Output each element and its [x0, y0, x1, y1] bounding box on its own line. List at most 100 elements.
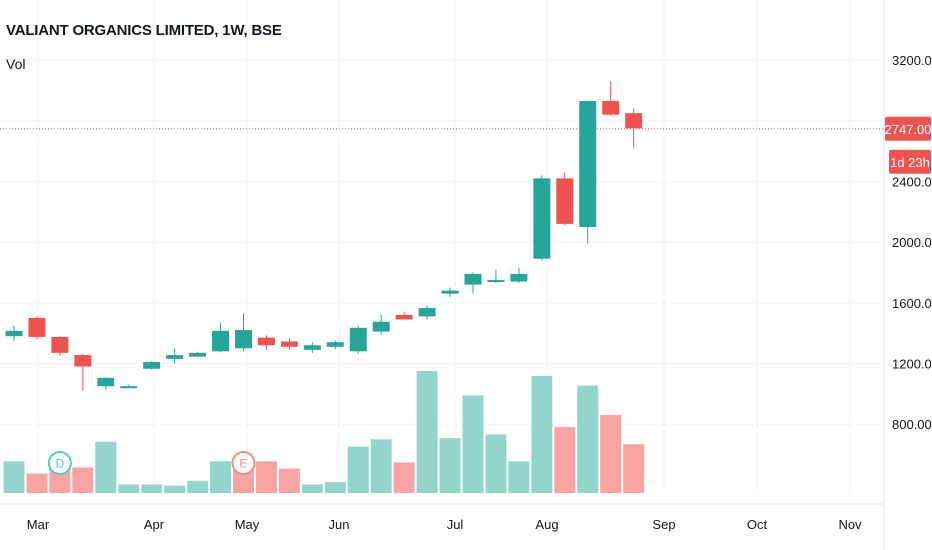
y-tick-label: 800.00 — [892, 417, 932, 432]
volume-bar — [600, 414, 622, 493]
candle — [120, 384, 138, 389]
volume-bar — [577, 385, 599, 493]
earnings-marker: E — [231, 451, 256, 475]
candle-body — [5, 330, 23, 337]
candle-body — [235, 330, 252, 349]
x-tick-label: Mar — [27, 517, 50, 532]
volume-bar — [347, 446, 369, 493]
x-tick-label: Nov — [838, 517, 862, 532]
candle — [441, 287, 459, 297]
x-axis: Mar Apr May Jun Jul Aug Sep Oct Nov — [0, 503, 884, 532]
candle-body — [395, 314, 413, 320]
candle-body — [28, 317, 46, 337]
candle — [625, 108, 643, 149]
marker-label: E — [239, 457, 247, 471]
x-tick-label: Aug — [535, 517, 558, 532]
candle-body — [257, 337, 275, 346]
candle-body — [349, 327, 367, 352]
candle — [303, 342, 321, 353]
candle — [395, 311, 413, 320]
candle-body — [372, 321, 390, 332]
y-tick-label: 3200.00 — [892, 53, 932, 68]
volume-bar — [72, 467, 94, 493]
volume-bar — [531, 375, 553, 493]
candle — [579, 101, 597, 244]
y-tick-label: 2000.00 — [892, 235, 932, 250]
candle-body — [212, 330, 230, 352]
y-axis: 800.00 1200.00 1600.00 2000.00 2400.00 3200.0… — [883, 0, 932, 550]
y-tick-label: 1200.00 — [892, 356, 932, 371]
candle-body — [510, 273, 528, 282]
volume-bar — [324, 482, 346, 493]
candle — [5, 325, 23, 341]
volume-bar — [26, 473, 48, 493]
y-tick-label: 2400.00 — [892, 174, 932, 189]
volume-bar — [393, 462, 415, 493]
candle — [74, 354, 92, 391]
candle — [418, 305, 436, 320]
marker-label: D — [56, 457, 65, 471]
candle — [97, 377, 115, 390]
candle — [510, 267, 528, 284]
candle-body — [556, 178, 574, 224]
volume-bar — [462, 395, 484, 493]
candle — [556, 172, 574, 226]
x-tick-label: May — [235, 517, 260, 532]
candle-body — [189, 352, 207, 357]
x-tick-label: Apr — [144, 517, 165, 532]
candle — [533, 175, 551, 261]
grid — [0, 0, 884, 493]
volume-bar — [118, 484, 140, 493]
candle — [28, 316, 46, 340]
volume-bar — [508, 461, 530, 493]
candle-body — [143, 361, 161, 369]
candle-series — [5, 81, 643, 391]
candle — [235, 313, 252, 352]
countdown-tag — [889, 149, 931, 174]
candle — [349, 325, 367, 354]
volume-bar — [141, 484, 163, 493]
volume-bar — [210, 461, 232, 493]
volume-series — [3, 371, 645, 493]
candle — [280, 337, 298, 350]
volume-bar — [416, 371, 438, 493]
marker-circle — [47, 451, 72, 475]
price-tag — [885, 116, 931, 141]
volume-bar — [301, 484, 323, 493]
candle — [212, 322, 230, 353]
volume-bar — [49, 468, 71, 493]
candle — [602, 81, 620, 117]
x-tick-label: Jul — [447, 517, 464, 532]
volume-bar — [95, 441, 117, 493]
candle-body — [74, 355, 92, 367]
countdown-value: 1d 23h — [890, 155, 930, 170]
candle-body — [441, 290, 459, 294]
volume-bar — [370, 439, 392, 493]
candle-body — [280, 341, 298, 347]
candle-body — [464, 273, 482, 285]
candle — [464, 272, 482, 294]
candle-body — [487, 280, 505, 283]
candle-body — [533, 178, 551, 259]
candle — [372, 314, 390, 335]
candle — [189, 352, 207, 358]
candle — [143, 361, 161, 370]
candle — [326, 340, 344, 350]
volume-bar — [485, 434, 507, 493]
x-tick-label: Oct — [747, 517, 768, 532]
candle-body — [166, 355, 184, 359]
candle-body — [120, 386, 138, 389]
candle-body — [579, 101, 597, 227]
candle-body — [602, 101, 620, 115]
candle-body — [326, 342, 344, 347]
candle-body — [625, 113, 643, 129]
marker-circle — [231, 451, 256, 475]
volume-bar — [187, 480, 209, 493]
candle-body — [303, 345, 321, 350]
candle — [166, 348, 184, 364]
candle — [487, 269, 505, 284]
candle-body — [51, 336, 69, 353]
candle — [257, 335, 275, 350]
volume-bar — [164, 485, 186, 493]
